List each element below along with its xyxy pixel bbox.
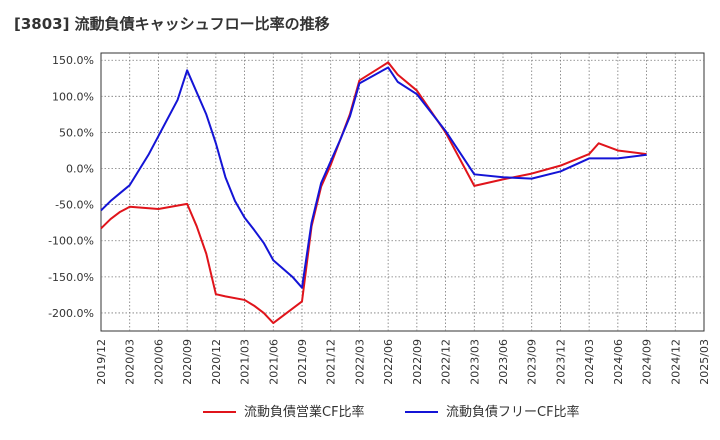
x-tick-label: 2023/12 <box>554 339 567 385</box>
x-tick-label: 2025/03 <box>698 339 711 385</box>
x-tick-label: 2021/06 <box>267 339 280 385</box>
x-tick-label: 2021/12 <box>325 339 338 385</box>
x-tick-label: 2020/09 <box>181 339 194 385</box>
x-tick-label: 2023/06 <box>497 339 510 385</box>
x-tick-label: 2021/03 <box>239 339 252 385</box>
y-tick-label: -200.0% <box>48 307 94 320</box>
legend-label-1: 流動負債営業CF比率 <box>244 404 365 420</box>
y-tick-label: 150.0% <box>52 54 94 67</box>
x-tick-label: 2024/06 <box>612 339 625 385</box>
x-tick-label: 2021/09 <box>296 339 309 385</box>
y-tick-label: -50.0% <box>55 199 94 212</box>
x-tick-label: 2023/03 <box>468 339 481 385</box>
x-tick-label: 2022/06 <box>382 339 395 385</box>
x-tick-label: 2024/03 <box>583 339 596 385</box>
y-tick-label: 0.0% <box>66 163 94 176</box>
x-tick-label: 2023/09 <box>526 339 539 385</box>
y-tick-label: -100.0% <box>48 235 94 248</box>
x-tick-label: 2020/03 <box>124 339 137 385</box>
x-tick-label: 2024/09 <box>641 339 654 385</box>
plot-area <box>100 52 705 332</box>
x-tick-label: 2022/09 <box>411 339 424 385</box>
x-tick-label: 2024/12 <box>669 339 682 385</box>
x-tick-label: 2022/03 <box>353 339 366 385</box>
y-tick-label: 50.0% <box>59 126 94 139</box>
x-tick-label: 2020/06 <box>152 339 165 385</box>
x-tick-label: 2022/12 <box>440 339 453 385</box>
chart-title: [3803] 流動負債キャッシュフロー比率の推移 <box>14 15 330 33</box>
legend-label-2: 流動負債フリーCF比率 <box>446 404 580 420</box>
y-tick-label: 100.0% <box>52 90 94 103</box>
y-tick-label: -150.0% <box>48 271 94 284</box>
x-tick-label: 2020/12 <box>210 339 223 385</box>
x-tick-label: 2019/12 <box>95 339 108 385</box>
series-line-2 <box>100 66 647 289</box>
